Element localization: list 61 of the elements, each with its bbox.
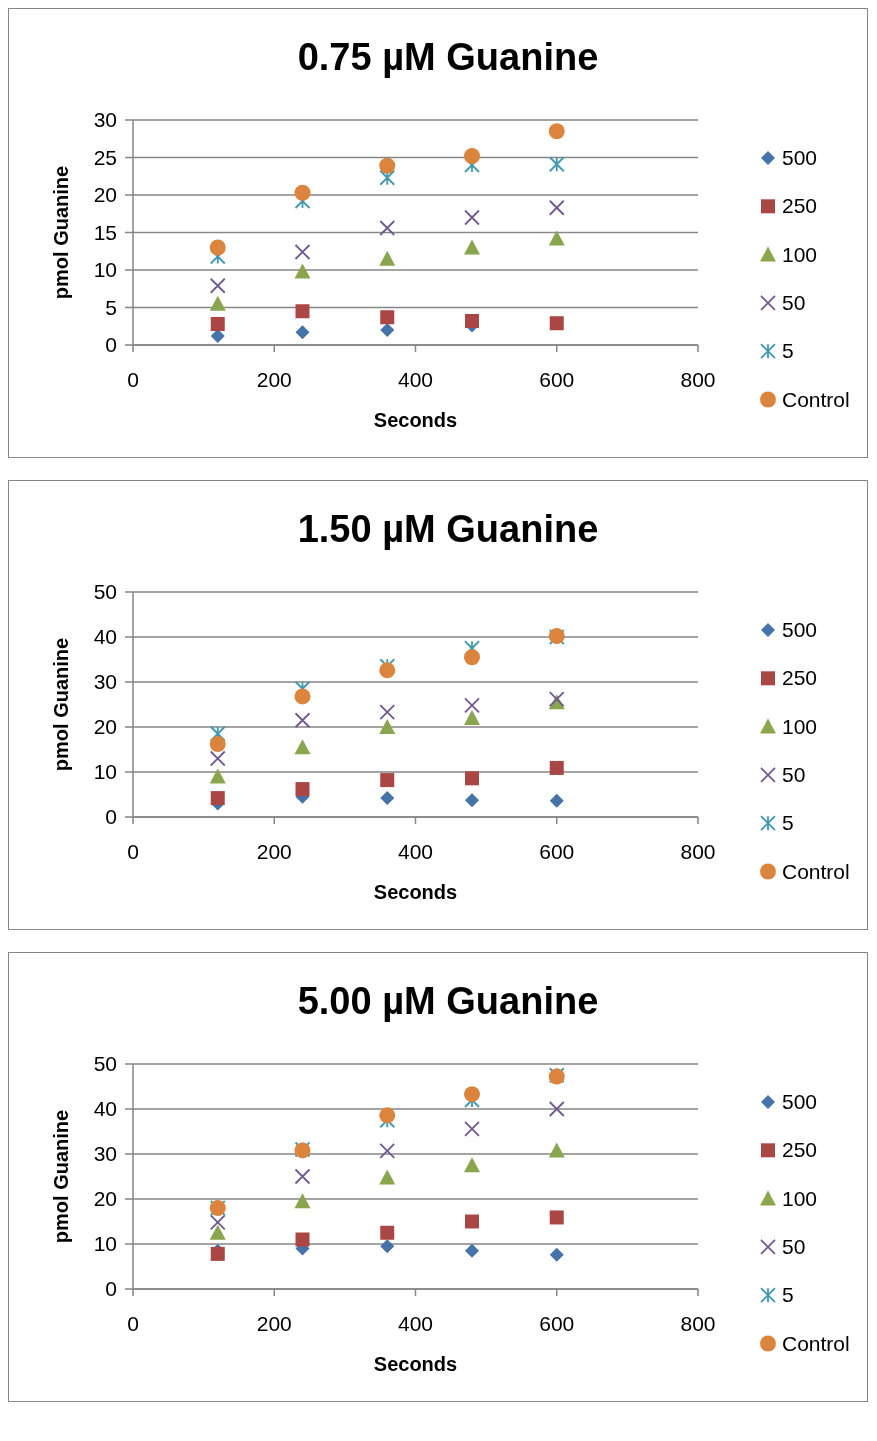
x-tick-label: 0: [127, 840, 139, 863]
x-axis-title: Seconds: [373, 409, 458, 431]
y-tick-label: 15: [93, 220, 117, 244]
y-tick-label: 0: [105, 1277, 117, 1300]
y-tick-label: 0: [105, 805, 117, 828]
y-tick-label: 30: [93, 670, 117, 693]
chart-title: 1.50 µM Guanine: [297, 508, 599, 550]
y-tick-label: 40: [93, 625, 117, 648]
y-tick-label: 0: [105, 333, 117, 356]
y-tick-label: 30: [93, 1142, 117, 1165]
chart-title: 0.75 µM Guanine: [297, 36, 599, 78]
y-tick-label: 20: [93, 1187, 117, 1210]
x-tick-label: 0: [127, 1312, 139, 1335]
legend-label: 50: [782, 1234, 806, 1258]
x-tick-label: 800: [680, 1312, 716, 1335]
y-tick-label: 5: [105, 295, 117, 319]
x-tick-label: 600: [539, 840, 575, 863]
y-tick-label: 25: [93, 145, 117, 169]
x-axis-title: Seconds: [373, 881, 458, 903]
legend-label: 500: [782, 1090, 818, 1113]
legend-label: 50: [782, 762, 806, 786]
x-tick-label: 800: [680, 368, 716, 391]
y-tick-label: 40: [93, 1097, 117, 1120]
y-tick-label: 50: [93, 580, 117, 603]
legend-label: 500: [782, 146, 818, 169]
legend-label: 250: [782, 666, 818, 690]
y-tick-label: 20: [93, 715, 117, 738]
x-tick-label: 200: [256, 1312, 292, 1335]
y-axis-title: pmol Guanine: [50, 637, 72, 772]
legend-label: Control: [782, 859, 850, 883]
legend-label: 250: [782, 194, 818, 218]
legend-label: 500: [782, 618, 818, 641]
legend-label: Control: [782, 1331, 850, 1355]
legend-label: 5: [782, 1283, 794, 1307]
x-tick-label: 600: [539, 1312, 575, 1335]
x-tick-label: 400: [397, 368, 434, 391]
y-tick-label: 30: [93, 108, 117, 131]
legend-label: 100: [782, 1186, 818, 1210]
x-axis-title: Seconds: [373, 1353, 458, 1375]
x-tick-label: 800: [680, 840, 716, 863]
legend-label: Control: [782, 387, 850, 411]
x-tick-label: 0: [127, 368, 139, 391]
legend-label: 50: [782, 290, 806, 314]
x-tick-label: 400: [397, 840, 434, 863]
y-tick-label: 10: [93, 1232, 117, 1255]
y-tick-label: 10: [93, 760, 117, 783]
x-tick-label: 200: [256, 368, 292, 391]
y-tick-label: 50: [93, 1052, 117, 1075]
x-tick-label: 200: [256, 840, 292, 863]
legend-label: 5: [782, 339, 794, 363]
legend-label: 100: [782, 242, 818, 266]
chart-title: 5.00 µM Guanine: [297, 980, 599, 1022]
legend-label: 250: [782, 1138, 818, 1162]
legend-label: 100: [782, 714, 818, 738]
x-tick-label: 400: [397, 1312, 434, 1335]
y-tick-label: 10: [93, 258, 117, 281]
x-tick-label: 600: [539, 368, 575, 391]
legend-label: 5: [782, 811, 794, 835]
y-axis-title: pmol Guanine: [50, 1109, 72, 1244]
y-axis-title: pmol Guanine: [50, 165, 72, 300]
y-tick-label: 20: [93, 183, 117, 206]
